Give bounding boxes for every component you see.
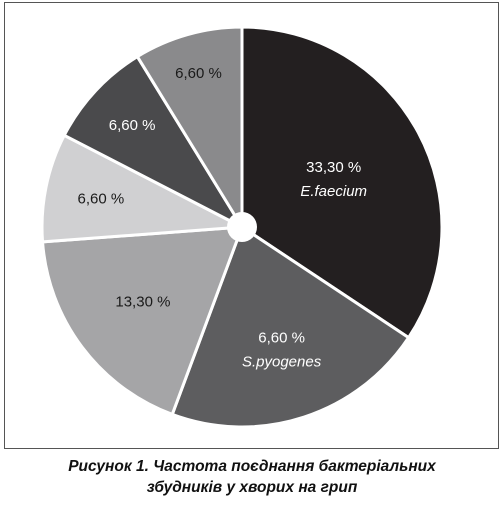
slice-value-label: 6,60 % [78, 190, 125, 207]
figure-caption: Рисунок 1. Частота поєднання бактеріальн… [0, 456, 504, 498]
pie-chart: 33,30 % E.faecium 6,60 % S.pyogenes 13,30 % 6… [40, 25, 444, 429]
pie-slice-2 [170, 224, 411, 429]
slice-name-label: E.faecium [300, 183, 367, 200]
slice-value-label: 33,30 % [306, 159, 361, 176]
slice-value-label: 6,60 % [258, 330, 305, 347]
pie-slice-6 [135, 25, 244, 233]
pie-slice-4 [40, 133, 248, 244]
pie-slice-5 [62, 54, 247, 231]
caption-line-1: Рисунок 1. Частота поєднання бактеріальн… [68, 458, 436, 475]
pie-slice-3 [40, 225, 245, 417]
slice-value-label: 13,30 % [115, 294, 170, 311]
slice-value-label: 6,60 % [175, 65, 222, 82]
pie-center-hole [227, 212, 257, 242]
caption-line-2: збудників у хворих на грип [146, 479, 358, 496]
slice-name-label: S.pyogenes [242, 354, 322, 371]
slice-value-label: 6,60 % [109, 117, 156, 134]
